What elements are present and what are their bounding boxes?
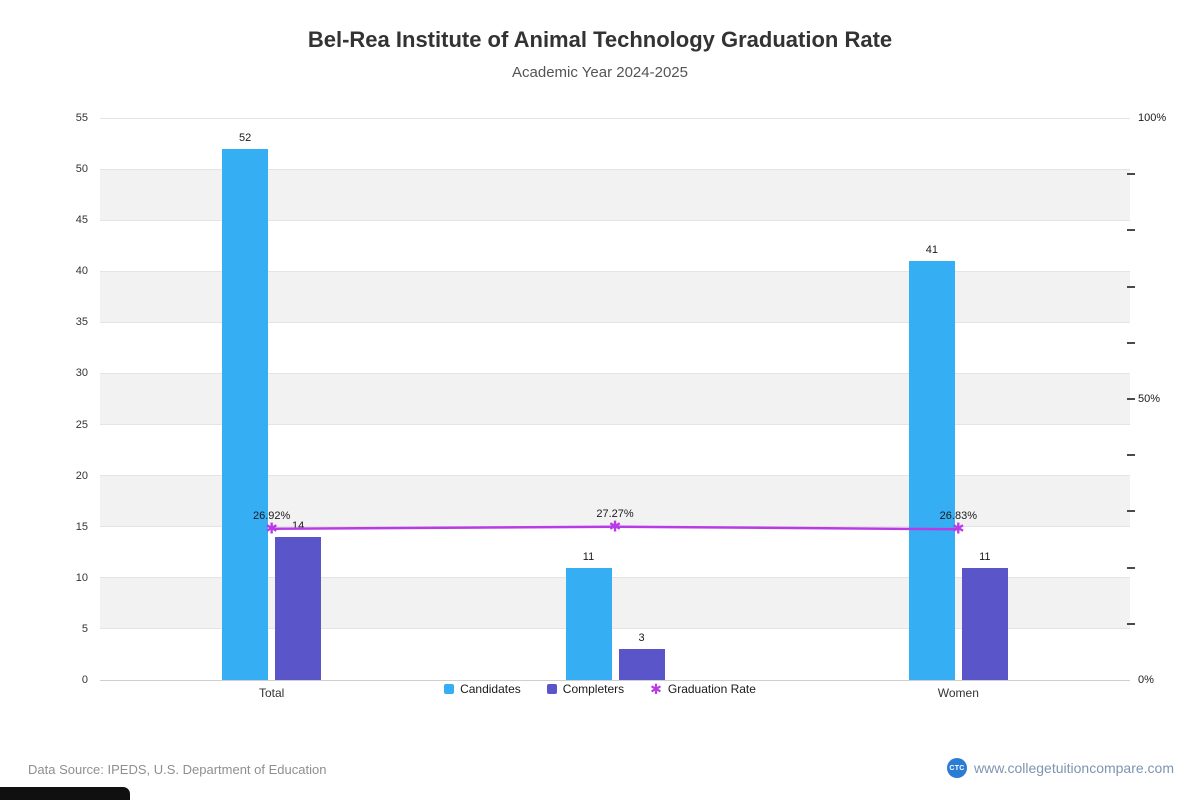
left-axis-tick-label: 40 <box>75 265 88 278</box>
left-axis-tick-label: 0 <box>81 674 88 686</box>
gridline <box>100 219 1130 221</box>
chart-area: 52 11 41 14 3 11 ✱ 26.92% ✱ 27.27% ✱ 26.83% 0 5 10 15 2… <box>0 112 1200 700</box>
plot-band <box>100 424 1130 476</box>
plot-band <box>100 271 1130 323</box>
bar-value-label: 3 <box>638 632 645 645</box>
right-axis-minor-tick <box>1127 566 1135 569</box>
gridline <box>100 270 1130 272</box>
chart-title: Bel-Rea Institute of Animal Technology G… <box>307 27 893 52</box>
bar-completers[interactable] <box>961 567 1008 680</box>
candidates-swatch-icon <box>444 684 455 694</box>
right-axis-minor-tick <box>1127 173 1135 176</box>
right-axis-tick-label: 0% <box>1138 674 1154 686</box>
plot-band <box>100 628 1130 680</box>
graduation-rate-point-marker[interactable]: ✱ <box>608 518 622 536</box>
bar-value-label: 14 <box>292 519 305 532</box>
right-axis-minor-tick <box>1127 398 1135 400</box>
plot-band <box>100 169 1130 221</box>
gridline <box>100 679 1130 681</box>
plot-band <box>100 373 1130 425</box>
legend: Candidates Completers ✱ Graduation Rate <box>0 682 1200 696</box>
left-axis-tick-label: 20 <box>75 469 88 482</box>
left-axis-tick-label: 50 <box>75 163 88 176</box>
bar-value-label: 41 <box>925 244 938 257</box>
left-axis-tick-label: 45 <box>75 214 88 227</box>
left-axis-tick-label: 10 <box>75 571 88 584</box>
chart-subtitle: Academic Year 2024-2025 <box>512 64 688 81</box>
graduation-rate-point-marker[interactable]: ✱ <box>265 520 278 538</box>
bar-candidates[interactable] <box>565 567 612 680</box>
bar-completers[interactable] <box>618 649 665 680</box>
gridline <box>100 117 1130 119</box>
data-source-text: Data Source: IPEDS, U.S. Department of E… <box>28 762 327 777</box>
plot-band <box>100 577 1130 629</box>
right-axis-tick-label: 100% <box>1138 112 1167 124</box>
bar-candidates[interactable] <box>222 148 269 680</box>
gridline <box>100 372 1130 374</box>
left-axis-tick-label: 15 <box>75 520 88 533</box>
ctc-logo-icon: CTC <box>947 758 968 778</box>
graduation-rate-point-marker[interactable]: ✱ <box>952 520 965 538</box>
graduation-rate-value-label: 26.83% <box>939 510 977 523</box>
x-axis-label-women: Women <box>937 686 979 700</box>
gridline <box>100 628 1130 630</box>
left-axis-tick-label: 35 <box>75 316 88 329</box>
legend-label-completers: Completers <box>562 682 625 696</box>
graduation-rate-value-label: 26.92% <box>253 509 291 522</box>
legend-label-graduation-rate: Graduation Rate <box>667 682 756 696</box>
bottom-left-bar <box>0 787 130 800</box>
plot-band <box>100 220 1130 272</box>
bar-completers[interactable] <box>275 536 322 680</box>
plot-area: 52 11 41 14 3 11 ✱ 26.92% ✱ 27.27% ✱ 26.83% <box>100 117 1130 681</box>
graduation-rate-value-label: 27.27% <box>596 507 634 520</box>
bar-candidates[interactable] <box>908 261 955 680</box>
right-axis-tick-label: 50% <box>1138 393 1161 405</box>
right-axis-minor-tick <box>1127 510 1135 513</box>
right-axis-minor-tick <box>1127 622 1135 625</box>
gridline <box>100 424 1130 426</box>
website-link[interactable]: www.collegetuitioncompare.com <box>974 760 1174 776</box>
left-axis-tick-label: 5 <box>81 622 88 635</box>
left-axis-tick-label: 30 <box>75 367 88 380</box>
left-axis-tick-label: 25 <box>75 418 88 431</box>
gridline <box>100 321 1130 323</box>
plot-band <box>100 118 1130 170</box>
right-axis-minor-tick <box>1127 229 1135 232</box>
right-axis-minor-tick <box>1127 285 1135 288</box>
legend-item-completers[interactable]: Completers <box>546 682 625 696</box>
gridline <box>100 475 1130 477</box>
plot-band <box>100 526 1130 578</box>
x-axis-label-total: Total <box>258 686 285 700</box>
right-axis-minor-tick <box>1127 454 1135 457</box>
gridline <box>100 168 1130 170</box>
website[interactable]: CTC www.collegetuitioncompare.com <box>947 758 1174 778</box>
plot-band <box>100 322 1130 374</box>
graduation-rate-marker-icon: ✱ <box>650 681 662 697</box>
bar-value-label: 52 <box>239 131 252 144</box>
legend-item-graduation-rate[interactable]: ✱ Graduation Rate <box>650 682 756 696</box>
gridline <box>100 577 1130 579</box>
bar-value-label: 11 <box>979 550 991 563</box>
plot-band <box>100 475 1130 527</box>
legend-label-candidates: Candidates <box>460 682 521 696</box>
completers-swatch-icon <box>546 684 557 694</box>
left-axis-tick-label: 55 <box>75 112 88 124</box>
legend-item-candidates[interactable]: Candidates <box>444 682 521 696</box>
right-axis-minor-tick <box>1127 341 1135 344</box>
bar-value-label: 11 <box>582 550 595 563</box>
